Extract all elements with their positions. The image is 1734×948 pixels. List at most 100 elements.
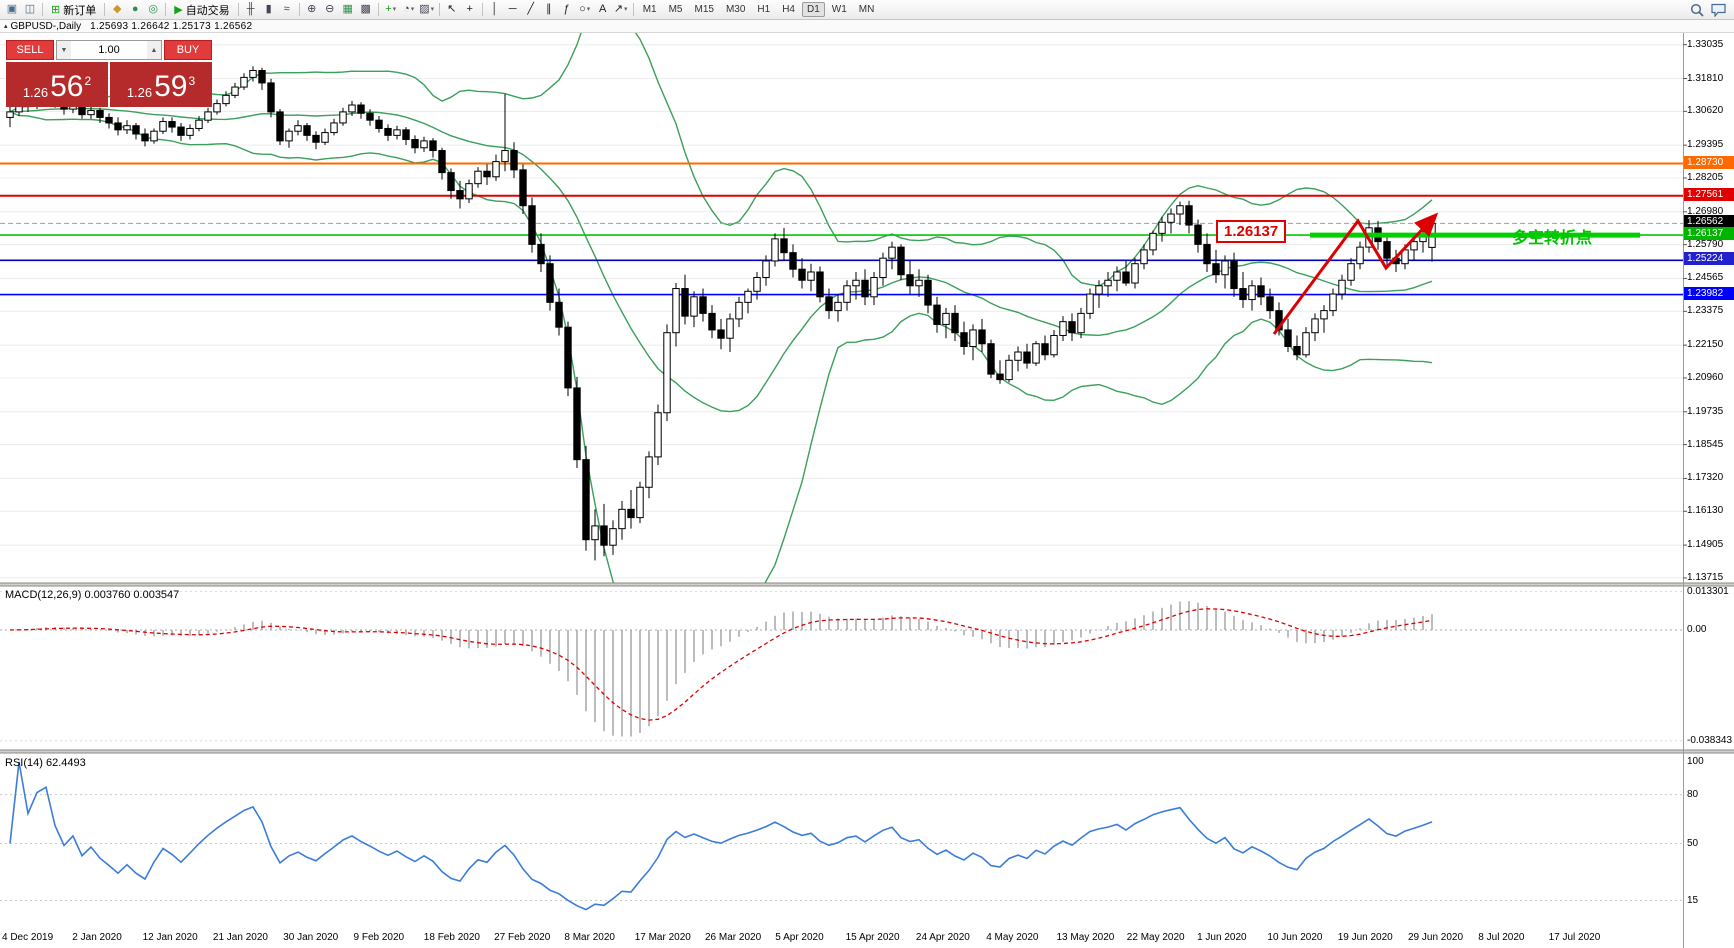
horizontal-line-icon[interactable]: ─ xyxy=(504,2,522,18)
line-chart-icon[interactable]: ≈ xyxy=(278,2,296,18)
chart-tab[interactable]: ▴ GBPUSD-,Daily xyxy=(4,21,81,32)
search-icon[interactable] xyxy=(1690,3,1704,17)
new-order-button[interactable]: ⊞ 新订单 xyxy=(46,2,101,18)
autotrading-button-label: 自动交易 xyxy=(185,4,230,17)
date-label: 4 May 2020 xyxy=(986,932,1039,943)
date-label: 15 Apr 2020 xyxy=(845,932,900,943)
templates-icon[interactable]: ▨ ▾ xyxy=(418,2,436,18)
price-scale-label: 1.25790 xyxy=(1687,238,1724,250)
text-label-icon[interactable]: A xyxy=(594,2,612,18)
price-scale-label: 1.18545 xyxy=(1687,438,1724,450)
macd-panel-region[interactable] xyxy=(0,586,1683,750)
sell-button[interactable]: SELL xyxy=(6,40,54,60)
arrows-icon-glyph: ↗ xyxy=(613,3,624,15)
vertical-line-icon[interactable]: │ xyxy=(486,2,504,18)
price-scale-label: 1.30620 xyxy=(1687,105,1724,117)
timeframe-w1-button[interactable]: W1 xyxy=(831,4,847,15)
one-click-trading-widget: SELL ▼ ▲ BUY 1.26 56 2 1.26 59 3 xyxy=(6,40,212,107)
shapes-icon[interactable]: ○ ▾ xyxy=(576,2,594,18)
sell-price-prefix: 1.26 xyxy=(22,84,49,100)
new-chart-icon[interactable]: ▣ xyxy=(3,2,21,18)
timeframe-h4-button[interactable]: H4 xyxy=(782,4,795,15)
fibonacci-icon[interactable]: ƒ xyxy=(558,2,576,18)
cursor-icon-glyph: ↖ xyxy=(447,3,457,15)
date-label: 29 Jun 2020 xyxy=(1408,932,1464,943)
price-flag-annotation[interactable]: 1.26137 xyxy=(1216,220,1287,243)
zoom-in-icon[interactable]: ⊕ xyxy=(303,2,321,18)
text-label-icon-glyph: A xyxy=(599,3,607,15)
rsi-scale-label: 100 xyxy=(1687,756,1704,767)
date-label: 22 May 2020 xyxy=(1126,932,1185,943)
timeframe-m15-button[interactable]: M15 xyxy=(694,4,714,15)
date-label: 8 Mar 2020 xyxy=(564,932,615,943)
sell-price-digits: 56 xyxy=(50,70,84,103)
date-label: 18 Feb 2020 xyxy=(423,932,480,943)
data-window-icon[interactable]: ● xyxy=(126,2,144,18)
chart-tab-icon: ▴ xyxy=(4,23,8,30)
crosshair-icon[interactable]: + xyxy=(461,2,479,18)
candlestick-chart-icon[interactable]: ▮ xyxy=(260,2,278,18)
buy-price-display[interactable]: 1.26 59 3 xyxy=(110,62,212,107)
strategy-tester-icon[interactable]: ◎ xyxy=(144,2,162,18)
volume-input[interactable] xyxy=(71,41,147,59)
price-scale-label: 1.17320 xyxy=(1687,472,1724,484)
buy-price-prefix: 1.26 xyxy=(126,84,153,100)
toolbar-separator xyxy=(632,3,634,16)
volume-increase-button[interactable]: ▲ xyxy=(147,41,161,59)
timeframe-m5-button[interactable]: M5 xyxy=(668,4,683,15)
channel-icon-glyph: ∥ xyxy=(545,3,552,15)
timeframe-m1-button[interactable]: M1 xyxy=(642,4,657,15)
periods-icon[interactable]: ◔ ▾ xyxy=(400,2,418,18)
date-label: 27 Feb 2020 xyxy=(494,932,551,943)
channel-icon[interactable]: ∥ xyxy=(540,2,558,18)
price-scale[interactable]: 1.33035 1.31810 1.30620 1.29395 1.28205 1.269… xyxy=(1684,33,1734,948)
tile-windows-icon[interactable]: ▩ xyxy=(357,2,375,18)
bull-bear-turning-point-note[interactable]: 多空转折点 xyxy=(1512,230,1593,247)
timeframe-mn-button[interactable]: MN xyxy=(858,4,875,15)
price-scale-label: 1.14905 xyxy=(1687,539,1724,551)
sell-price-pip: 2 xyxy=(84,74,92,88)
cursor-icon[interactable]: ↖ xyxy=(443,2,461,18)
chat-icon[interactable] xyxy=(1711,3,1726,17)
zoom-out-icon[interactable]: ⊖ xyxy=(321,2,339,18)
sell-price-display[interactable]: 1.26 56 2 xyxy=(6,62,108,107)
main-chart-region[interactable] xyxy=(0,33,1683,583)
price-scale-label: 1.16130 xyxy=(1687,505,1724,517)
date-label: 24 Apr 2020 xyxy=(915,932,970,943)
market-watch-icon[interactable]: ◆ xyxy=(108,2,126,18)
bar-chart-icon-glyph: ╫ xyxy=(246,3,255,15)
macd-scale-label: -0.038343 xyxy=(1687,734,1733,746)
crosshair-icon-glyph: + xyxy=(466,3,473,15)
volume-decrease-button[interactable]: ▼ xyxy=(57,41,71,59)
trendline-icon[interactable]: ╱ xyxy=(522,2,540,18)
buy-price-pip: 3 xyxy=(188,74,196,88)
shapes-icon-glyph: ○ xyxy=(579,3,586,15)
volume-stepper: ▼ ▲ xyxy=(56,40,162,60)
price-tag-1.28730: 1.28730 xyxy=(1684,155,1734,169)
profiles-icon-glyph: ◫ xyxy=(24,3,36,15)
autotrading-button[interactable]: ▶ 自动交易 xyxy=(169,2,234,18)
date-axis[interactable]: 4 Dec 2019 2 Jan 2020 12 Jan 2020 21 Jan 20… xyxy=(0,927,1683,948)
timeframe-m30-button[interactable]: M30 xyxy=(725,4,746,15)
toolbar-separator xyxy=(237,3,239,16)
price-tag-1.25224: 1.25224 xyxy=(1684,252,1734,266)
price-scale-label: 1.29395 xyxy=(1687,139,1724,151)
rsi-scale-label: 15 xyxy=(1687,894,1699,906)
arrows-icon[interactable]: ↗ ▾ xyxy=(612,2,630,18)
templates-icon-glyph: ▨ xyxy=(419,3,430,15)
buy-button[interactable]: BUY xyxy=(164,40,212,60)
rsi-panel-region[interactable] xyxy=(0,753,1683,927)
price-scale-label: 1.20960 xyxy=(1687,371,1724,383)
profiles-icon[interactable]: ◫ xyxy=(21,2,39,18)
date-label: 12 Jan 2020 xyxy=(142,932,198,943)
date-label: 10 Jun 2020 xyxy=(1267,932,1323,943)
price-scale-label: 1.24565 xyxy=(1687,272,1724,284)
grid-icon[interactable]: ▦ xyxy=(339,2,357,18)
timeframe-d1-button[interactable]: D1 xyxy=(802,2,825,17)
indicators-icon[interactable]: + ▾ xyxy=(382,2,400,18)
date-label: 17 Mar 2020 xyxy=(634,932,691,943)
chevron-down-icon: ▾ xyxy=(410,6,415,13)
bar-chart-icon[interactable]: ╫ xyxy=(242,2,260,18)
periods-icon-glyph: ◔ xyxy=(403,3,410,15)
timeframe-h1-button[interactable]: H1 xyxy=(757,4,771,15)
